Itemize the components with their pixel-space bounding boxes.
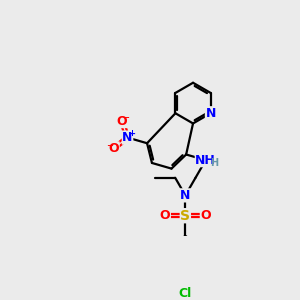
Text: N: N: [122, 131, 133, 144]
Text: S: S: [180, 209, 190, 223]
Text: O: O: [116, 115, 127, 128]
Text: O: O: [200, 209, 211, 222]
Text: N: N: [180, 189, 190, 202]
Text: O: O: [109, 142, 119, 155]
Text: −: −: [106, 141, 113, 150]
Text: −: −: [122, 113, 129, 122]
Text: Cl: Cl: [179, 286, 192, 299]
Text: NH: NH: [195, 154, 216, 166]
Text: +: +: [128, 129, 135, 138]
Text: O: O: [160, 209, 170, 222]
Text: N: N: [206, 107, 216, 120]
Text: H: H: [210, 158, 218, 168]
